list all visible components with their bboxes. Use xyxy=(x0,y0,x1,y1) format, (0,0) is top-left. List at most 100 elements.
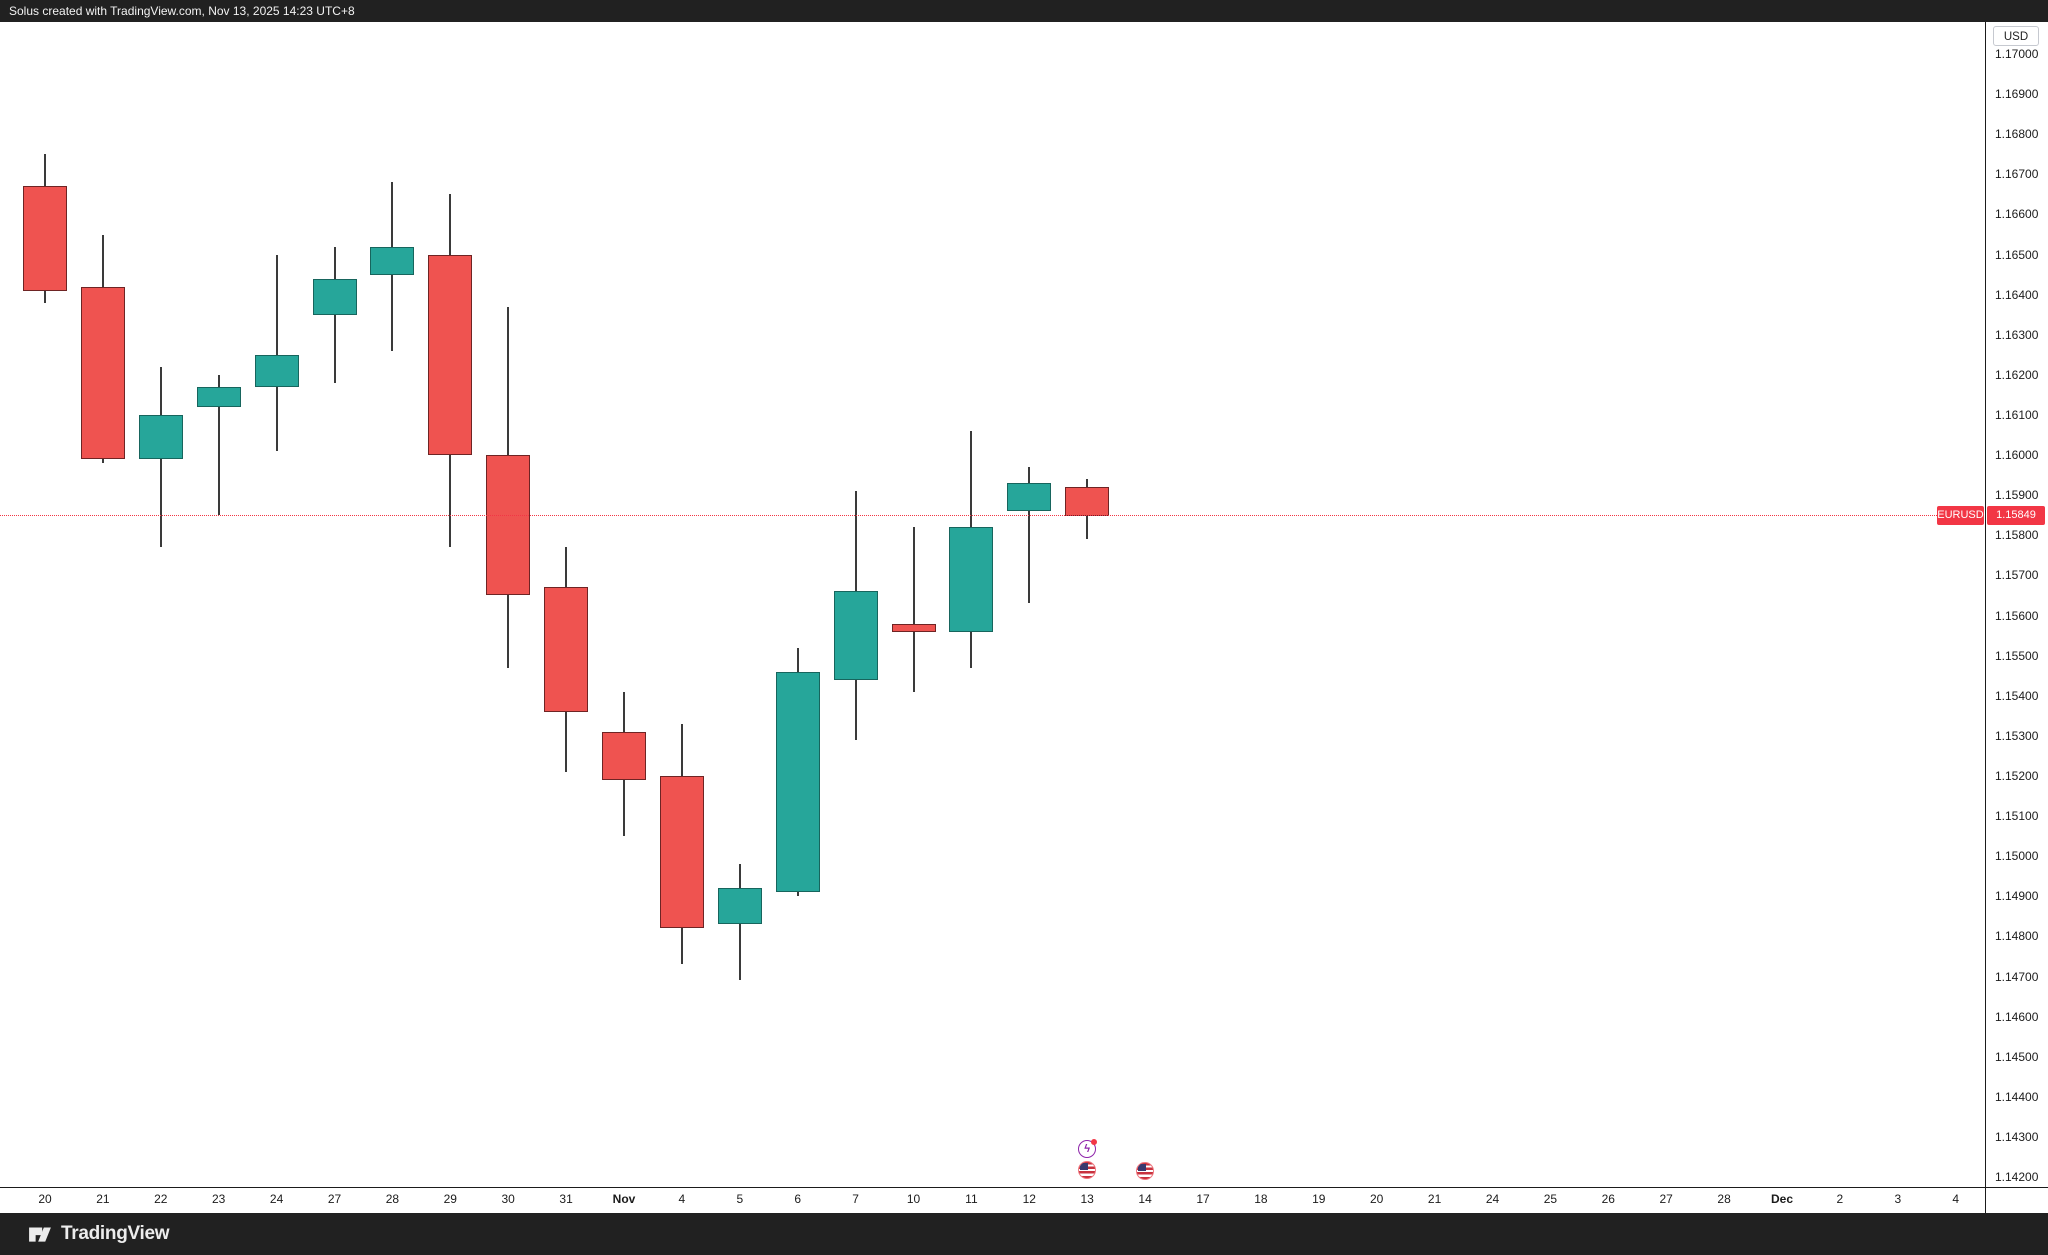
time-tick-label: 20 xyxy=(38,1192,52,1206)
candle-body[interactable] xyxy=(602,731,646,780)
price-tick-label: 1.15400 xyxy=(1995,688,2039,703)
time-tick-label: 27 xyxy=(327,1192,342,1206)
top-bar: Solus created with TradingView.com, Nov … xyxy=(0,0,2048,22)
snapshot-caption: Solus created with TradingView.com, Nov … xyxy=(9,4,355,18)
candle-body[interactable] xyxy=(1065,487,1110,516)
time-tick-label: 19 xyxy=(1312,1192,1326,1206)
price-tick-label: 1.15200 xyxy=(1995,768,2039,783)
candle-body[interactable] xyxy=(486,455,531,596)
time-tick-label: 18 xyxy=(1254,1192,1268,1206)
candle-body[interactable] xyxy=(80,286,125,460)
candle-body[interactable] xyxy=(659,775,704,929)
time-tick-label: 20 xyxy=(1370,1192,1384,1206)
price-tick-label: 1.16200 xyxy=(1995,367,2039,382)
price-tick-label: 1.16500 xyxy=(1995,247,2039,262)
time-tick-label: 14 xyxy=(1138,1192,1152,1206)
price-tick-label: 1.16000 xyxy=(1995,448,2039,463)
price-tick-label: 1.14700 xyxy=(1995,969,2039,984)
price-tick-label: 1.14600 xyxy=(1995,1009,2039,1024)
price-tick-label: 1.14900 xyxy=(1995,889,2039,904)
price-tick-label: 1.14400 xyxy=(1995,1089,2039,1104)
time-tick-label: 30 xyxy=(501,1192,515,1206)
flag-canton xyxy=(1138,1164,1147,1171)
time-tick-label: 26 xyxy=(1601,1192,1615,1206)
price-tick-label: 1.15500 xyxy=(1995,648,2039,663)
time-tick-label: 6 xyxy=(794,1192,802,1206)
time-tick-label: 27 xyxy=(1659,1192,1673,1206)
price-tick-label: 1.15900 xyxy=(1995,488,2039,503)
time-tick-label: 23 xyxy=(212,1192,226,1206)
candle-wick[interactable] xyxy=(217,374,220,516)
time-tick-label: 10 xyxy=(906,1192,921,1206)
price-tick-label: 1.14300 xyxy=(1995,1129,2039,1144)
candle-body[interactable] xyxy=(717,888,762,925)
candle-body[interactable] xyxy=(23,186,67,291)
time-tick-label: 25 xyxy=(1543,1192,1558,1206)
candle-body[interactable] xyxy=(312,278,357,315)
price-axis[interactable]: USD 1.17000 1.16900 1.16800 1.16700 1.16600 1… xyxy=(1985,22,2048,1213)
time-tick-label: 7 xyxy=(852,1192,859,1206)
us-flag-icon[interactable] xyxy=(1136,1162,1155,1180)
price-tick-label: 1.16300 xyxy=(1995,327,2039,342)
symbol-price-flag: EURUSD xyxy=(1937,506,1984,526)
price-tick-label: 1.16100 xyxy=(1995,408,2039,422)
candle-wick[interactable] xyxy=(1028,467,1031,604)
price-tick-label: 1.16700 xyxy=(1995,167,2039,182)
price-tick-label: 1.15800 xyxy=(1995,528,2039,543)
candle-wick[interactable] xyxy=(912,527,915,692)
price-tick-label: 1.15100 xyxy=(1995,809,2039,823)
us-flag-icon[interactable] xyxy=(1078,1161,1097,1179)
time-tick-label: 4 xyxy=(1952,1192,1960,1206)
candle-body[interactable] xyxy=(949,527,994,632)
currency-button[interactable]: USD xyxy=(1993,26,2039,46)
time-tick-label: 29 xyxy=(443,1192,457,1206)
price-tick-label: 1.16900 xyxy=(1995,87,2039,102)
current-price-label: 1.15849 xyxy=(1987,506,2045,526)
time-tick-label: 3 xyxy=(1894,1192,1902,1206)
candle-body[interactable] xyxy=(370,246,415,275)
lightning-glyph: ϟ xyxy=(1084,1143,1091,1155)
price-tick-label: 1.16400 xyxy=(1995,287,2039,302)
time-tick-label: 28 xyxy=(1717,1192,1731,1206)
candle-body[interactable] xyxy=(138,415,183,460)
price-tick-label: 1.14200 xyxy=(1995,1170,2039,1184)
alert-dot xyxy=(1091,1139,1098,1145)
time-tick-label: 24 xyxy=(1485,1192,1500,1206)
price-tick-label: 1.15000 xyxy=(1995,849,2039,864)
candle-body[interactable] xyxy=(1007,483,1052,512)
candle-body[interactable] xyxy=(833,591,878,680)
time-tick-label: 13 xyxy=(1080,1192,1094,1206)
time-tick-label: 5 xyxy=(736,1192,744,1206)
footer-bar: TradingView xyxy=(0,1213,2048,1255)
time-axis-separator xyxy=(0,1187,2048,1188)
time-tick-label: 21 xyxy=(96,1192,110,1206)
candle-body[interactable] xyxy=(254,354,299,387)
candle-body[interactable] xyxy=(196,386,241,407)
candle-wick[interactable] xyxy=(275,254,278,451)
time-axis[interactable]: 20 21 22 23 24 27 28 29 30 31 Nov 4 5 6 7 10 11 12 13 14 17 1… xyxy=(0,1188,1985,1213)
time-tick-label: 22 xyxy=(154,1192,168,1206)
candle-body[interactable] xyxy=(428,254,473,455)
flag-canton xyxy=(1080,1163,1089,1170)
time-tick-label: 4 xyxy=(678,1192,686,1206)
tradingview-wordmark[interactable]: TradingView xyxy=(61,1223,170,1244)
candle-body[interactable] xyxy=(891,623,936,632)
current-price-line xyxy=(0,515,1939,517)
time-tick-label: 2 xyxy=(1836,1192,1844,1206)
candle-wick[interactable] xyxy=(333,246,336,383)
time-tick-label: 12 xyxy=(1022,1192,1036,1206)
price-tick-label: 1.15600 xyxy=(1995,608,2039,623)
time-tick-label: 17 xyxy=(1196,1192,1210,1206)
price-tick-label: 1.17000 xyxy=(1995,47,2039,61)
price-tick-label: 1.14800 xyxy=(1995,929,2039,944)
price-tick-label: 1.16800 xyxy=(1995,127,2039,142)
tradingview-logo-icon[interactable] xyxy=(28,1222,52,1246)
time-tick-label: 31 xyxy=(559,1192,573,1206)
candle-body[interactable] xyxy=(775,671,820,893)
time-tick-label: Nov xyxy=(612,1192,636,1206)
candle-body[interactable] xyxy=(544,587,589,712)
price-tick-label: 1.15700 xyxy=(1995,568,2039,583)
economic-event-icon[interactable]: ϟ xyxy=(1078,1139,1098,1158)
price-tick-label: 1.16600 xyxy=(1995,207,2039,222)
